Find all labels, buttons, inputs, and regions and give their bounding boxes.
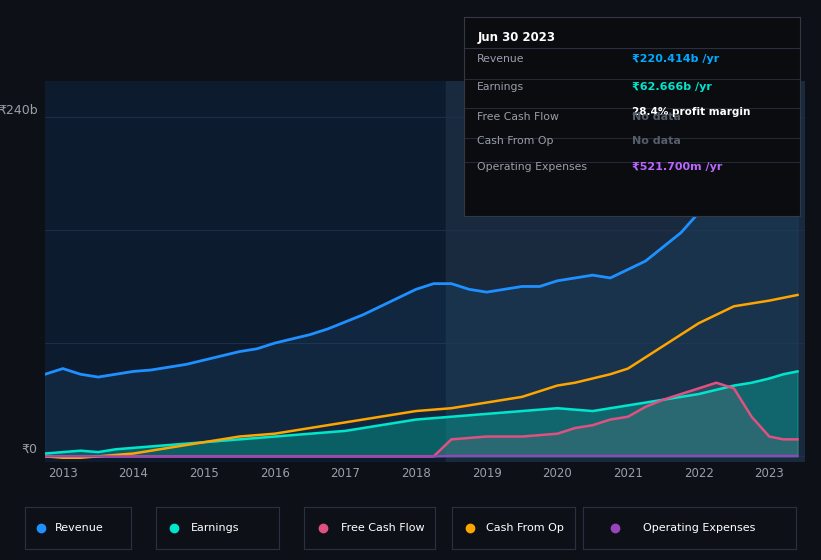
Text: No data: No data [632,112,681,122]
Text: Cash From Op: Cash From Op [477,136,554,146]
Text: Operating Expenses: Operating Expenses [477,162,587,172]
Text: ₹0: ₹0 [21,444,38,456]
Text: Earnings: Earnings [477,82,525,92]
Bar [446,81,805,462]
Text: 28.4% profit margin: 28.4% profit margin [632,108,750,117]
Text: ₹240b: ₹240b [0,104,38,116]
Text: ₹62.666b /yr: ₹62.666b /yr [632,82,712,92]
Text: No data: No data [632,136,681,146]
Text: Operating Expenses: Operating Expenses [643,523,755,533]
Text: Earnings: Earnings [190,523,239,533]
Text: Free Cash Flow: Free Cash Flow [341,523,424,533]
Text: ₹220.414b /yr: ₹220.414b /yr [632,54,719,64]
Text: Free Cash Flow: Free Cash Flow [477,112,559,122]
Text: ₹521.700m /yr: ₹521.700m /yr [632,162,722,172]
Text: Cash From Op: Cash From Op [486,523,564,533]
Text: Jun 30 2023: Jun 30 2023 [477,31,555,44]
Text: Revenue: Revenue [477,54,525,64]
Text: Revenue: Revenue [54,523,103,533]
